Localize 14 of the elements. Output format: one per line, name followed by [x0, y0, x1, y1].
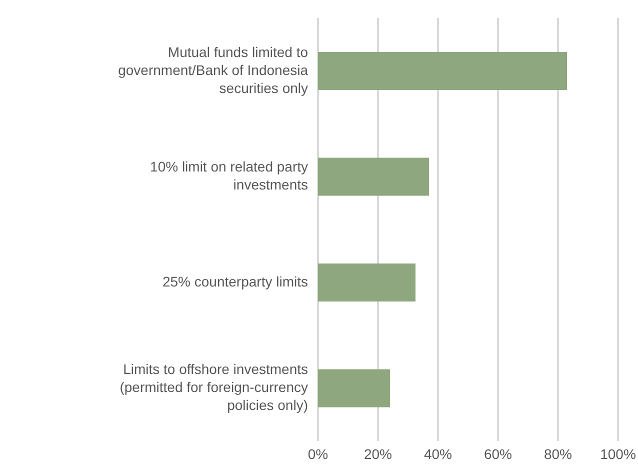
bar: [318, 369, 390, 408]
bar: [318, 264, 416, 302]
x-tick-label: 100%: [600, 446, 636, 462]
x-tick-label: 80%: [544, 446, 572, 462]
y-tick-label: Mutual funds limited to government/Bank of Indonesia securities only: [118, 44, 308, 96]
x-tick-label: 0%: [308, 446, 328, 462]
x-tick-label: 20%: [364, 446, 392, 462]
x-tick-label: 40%: [424, 446, 452, 462]
bar: [318, 52, 567, 90]
y-tick-label: 10% limit on related party investments: [150, 158, 308, 192]
bar: [318, 158, 429, 196]
y-tick-label: 25% counterparty limits: [162, 273, 308, 290]
x-tick-label: 60%: [484, 446, 512, 462]
y-tick-label: Limits to offshore investments (permitted for foreign-currency policies only): [120, 360, 308, 413]
